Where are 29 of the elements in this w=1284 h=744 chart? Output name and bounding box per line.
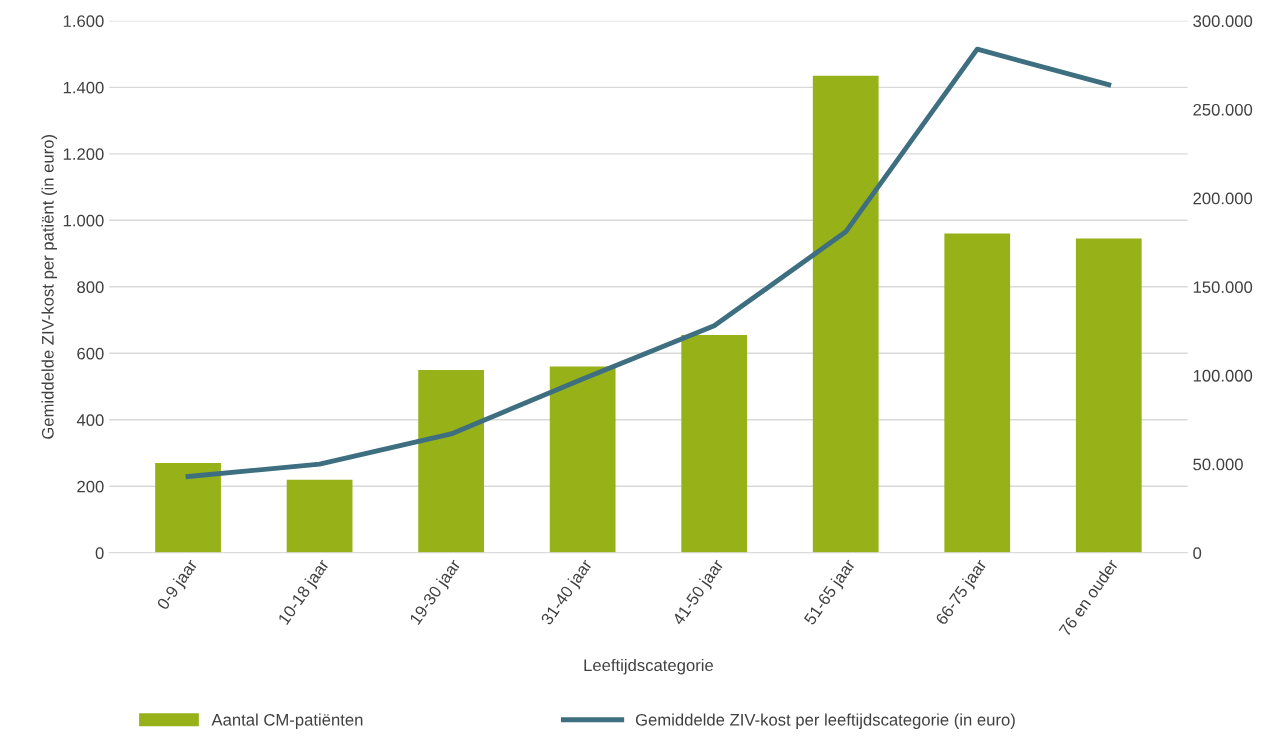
y-tick-label: 600 xyxy=(77,347,104,360)
bar xyxy=(418,369,485,553)
bar xyxy=(286,479,353,553)
y2-tick-label: 300.000 xyxy=(1193,15,1253,28)
y-axis-title: Gemiddelde ZIV-kost per patiënt (in euro) xyxy=(41,134,58,439)
y-tick-label: 1.200 xyxy=(63,148,104,161)
y2-tick-label: 0 xyxy=(1193,547,1202,559)
y-tick-label: 1.000 xyxy=(63,214,104,227)
y2-tick-label: 200.000 xyxy=(1193,192,1253,205)
y-tick-label: 200 xyxy=(77,480,104,493)
legend-label: Aantal CM-patiënten xyxy=(211,713,363,729)
y-tick-label: 1.600 xyxy=(63,15,104,28)
bar xyxy=(681,335,748,553)
x-axis-title: Leeftijdscategorie xyxy=(584,658,713,675)
bar xyxy=(812,75,879,553)
y2-tick-label: 100.000 xyxy=(1193,369,1253,382)
y2-tick-label: 50.000 xyxy=(1193,458,1243,471)
y-tick-label: 0 xyxy=(95,547,104,559)
y-tick-label: 400 xyxy=(76,414,104,427)
y-tick-label: 1.400 xyxy=(63,81,104,94)
line-series xyxy=(185,46,1112,479)
bar xyxy=(1075,238,1142,553)
y2-tick-label: 150.000 xyxy=(1193,281,1253,294)
bar xyxy=(155,463,221,553)
y-tick-label: 800 xyxy=(77,281,104,294)
bar xyxy=(944,233,1011,553)
legend-label: Gemiddelde ZIV-kost per leeftijdscategorie (in euro) xyxy=(635,713,1015,729)
bar xyxy=(549,366,616,553)
y2-tick-label: 250.000 xyxy=(1193,103,1253,116)
